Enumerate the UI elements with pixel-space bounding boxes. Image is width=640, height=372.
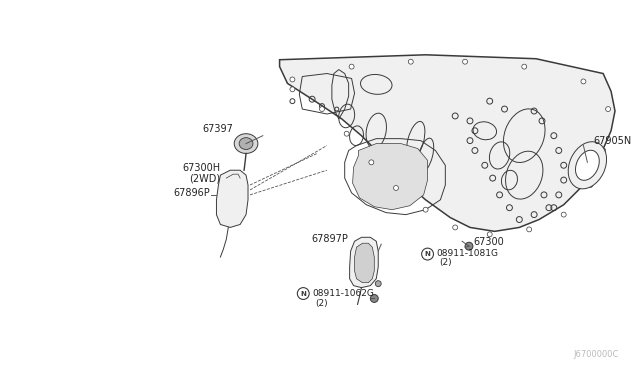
- Text: 67300: 67300: [473, 237, 504, 247]
- Ellipse shape: [575, 150, 599, 180]
- Circle shape: [527, 227, 532, 232]
- Circle shape: [463, 59, 467, 64]
- Circle shape: [423, 207, 428, 212]
- Text: (2WD): (2WD): [189, 173, 220, 183]
- Circle shape: [601, 148, 605, 153]
- Circle shape: [522, 64, 527, 69]
- Circle shape: [408, 59, 413, 64]
- Circle shape: [349, 64, 354, 69]
- Circle shape: [605, 107, 611, 112]
- Circle shape: [394, 186, 399, 190]
- Text: N: N: [424, 251, 431, 257]
- Text: 08911-1062G: 08911-1062G: [312, 289, 374, 298]
- Circle shape: [452, 225, 458, 230]
- Text: 67897P: 67897P: [312, 234, 349, 244]
- Circle shape: [422, 248, 433, 260]
- Ellipse shape: [239, 138, 253, 150]
- Circle shape: [561, 212, 566, 217]
- Circle shape: [375, 281, 381, 286]
- Circle shape: [344, 131, 349, 136]
- Circle shape: [465, 242, 473, 250]
- Text: (2): (2): [315, 299, 328, 308]
- Text: 67300H: 67300H: [182, 163, 220, 173]
- Circle shape: [371, 295, 378, 302]
- Ellipse shape: [234, 134, 258, 153]
- Ellipse shape: [568, 142, 607, 189]
- Text: 08911-1081G: 08911-1081G: [436, 248, 499, 257]
- Polygon shape: [349, 237, 378, 288]
- Polygon shape: [280, 55, 615, 231]
- Circle shape: [290, 77, 295, 82]
- Text: 67905N: 67905N: [593, 136, 632, 145]
- Text: J6700000C: J6700000C: [573, 350, 619, 359]
- Circle shape: [369, 160, 374, 165]
- Polygon shape: [216, 170, 248, 227]
- Text: 67896P: 67896P: [174, 188, 211, 198]
- Circle shape: [588, 183, 593, 187]
- Polygon shape: [353, 144, 428, 210]
- Text: (2): (2): [440, 259, 452, 267]
- Circle shape: [581, 79, 586, 84]
- Text: N: N: [300, 291, 306, 296]
- Circle shape: [290, 87, 295, 92]
- Circle shape: [487, 232, 492, 237]
- Circle shape: [298, 288, 309, 299]
- Circle shape: [319, 107, 324, 112]
- Polygon shape: [355, 243, 374, 283]
- Text: 67397: 67397: [202, 124, 233, 134]
